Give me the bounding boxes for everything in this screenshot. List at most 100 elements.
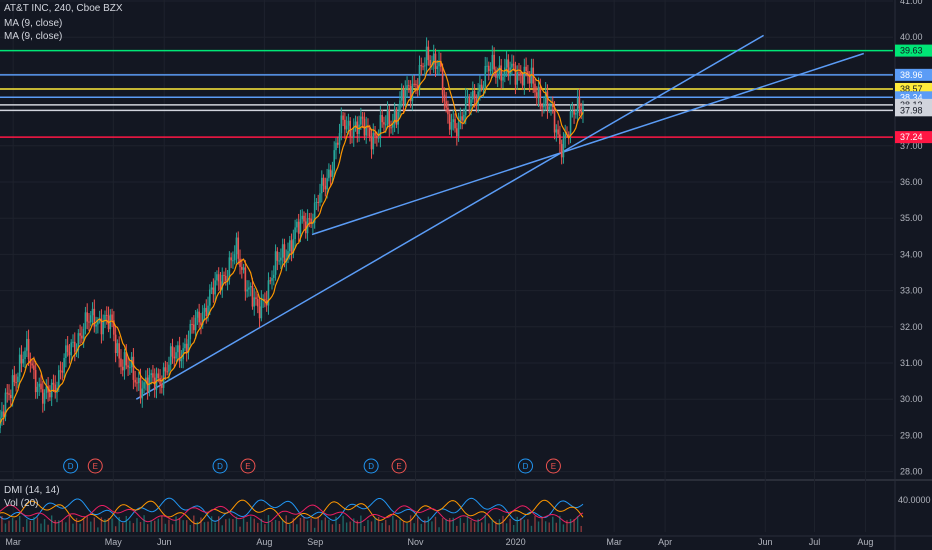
candle-body xyxy=(416,85,419,90)
volume-bar xyxy=(417,517,419,532)
candle-body xyxy=(541,106,543,108)
volume-bar xyxy=(207,521,209,532)
dmi-legend[interactable]: DMI (14, 14) xyxy=(4,485,60,496)
candle-body xyxy=(249,286,252,288)
volume-bar xyxy=(527,519,529,532)
candle-body xyxy=(448,114,451,130)
volume-bar xyxy=(313,527,316,532)
candle-body xyxy=(134,379,136,383)
candle-body xyxy=(191,324,193,326)
candle-body xyxy=(376,135,378,139)
candle-body xyxy=(271,277,273,281)
volume-bar xyxy=(310,518,312,532)
vol-legend[interactable]: Vol (20) xyxy=(4,498,38,509)
candle-body xyxy=(77,333,80,351)
candle-body xyxy=(184,343,186,349)
chart-title[interactable]: AT&T INC, 240, Cboe BZX xyxy=(4,3,123,14)
candle-body xyxy=(159,378,161,385)
candle-body xyxy=(441,66,444,95)
candle-body xyxy=(93,308,96,327)
candle-body xyxy=(365,126,367,136)
price-level-label: 37.24 xyxy=(900,132,923,142)
volume-bar xyxy=(530,525,533,532)
candle-body xyxy=(57,370,60,388)
trendlines[interactable] xyxy=(135,34,865,400)
volume-bar xyxy=(317,516,319,532)
volume-bar xyxy=(502,515,504,532)
candle-body xyxy=(89,315,92,323)
volume-bar xyxy=(477,518,479,532)
volume-bar xyxy=(445,519,447,532)
candle-body xyxy=(267,280,270,306)
candle-body xyxy=(210,287,213,290)
candle-body xyxy=(290,240,293,254)
volume-bar xyxy=(104,519,106,532)
candle-body xyxy=(315,201,318,203)
candle-body xyxy=(521,75,524,86)
volume-bar xyxy=(363,526,366,532)
volume-bar xyxy=(353,518,355,532)
candle-body xyxy=(129,367,131,369)
candle-body xyxy=(546,91,549,110)
candle-body xyxy=(79,333,81,336)
candle-body xyxy=(228,257,231,280)
volume-bar xyxy=(335,516,337,532)
volume-bar xyxy=(90,521,92,532)
volume-bar xyxy=(239,526,241,532)
candle-body xyxy=(349,120,351,137)
candle-body xyxy=(180,359,183,362)
volume-bar xyxy=(392,515,394,532)
candle-body xyxy=(512,63,515,66)
volume-bar xyxy=(576,516,579,532)
volume-bar xyxy=(552,516,554,532)
candle-body xyxy=(422,66,424,68)
volume-bar xyxy=(175,516,177,532)
event-marker-letter: D xyxy=(368,462,374,471)
volume-bar xyxy=(8,520,10,532)
candle-body xyxy=(395,110,398,125)
volume-bar xyxy=(1,516,3,532)
volume-bar xyxy=(214,522,216,532)
dmi-minus-line xyxy=(0,499,584,525)
ma-legend-2[interactable]: MA (9, close) xyxy=(4,31,62,42)
candle-body xyxy=(120,358,122,367)
volume-bar xyxy=(491,519,494,532)
candle-body xyxy=(511,63,513,68)
candle-body xyxy=(498,65,501,76)
volume-bar xyxy=(154,520,156,532)
volume-bar xyxy=(456,525,458,532)
volume-bar xyxy=(203,522,206,532)
volume-bar xyxy=(100,517,103,532)
candle-body xyxy=(63,357,65,373)
candle-body xyxy=(187,339,190,353)
volume-bar xyxy=(264,524,266,532)
x-tick-label: Jun xyxy=(157,537,172,547)
volume-bar xyxy=(285,515,287,532)
candle-body xyxy=(294,227,296,240)
ma-legend-1[interactable]: MA (9, close) xyxy=(4,18,62,29)
candle-body xyxy=(384,124,387,126)
candle-body xyxy=(72,341,74,343)
candle-body xyxy=(212,287,215,295)
candle-body xyxy=(127,365,129,368)
candle-body xyxy=(49,392,51,398)
candle-body xyxy=(576,97,579,114)
volume-bar xyxy=(228,518,231,532)
candle-body xyxy=(553,107,556,133)
candle-body xyxy=(280,257,282,261)
candle-body xyxy=(457,121,460,137)
candle-body xyxy=(379,115,382,138)
volume-bar xyxy=(452,517,454,532)
event-marker-letter: E xyxy=(245,462,250,471)
price-level-tag xyxy=(895,131,932,144)
volume-bar xyxy=(58,520,60,532)
candle-series xyxy=(0,37,584,434)
candle-body xyxy=(548,106,551,110)
candle-body xyxy=(324,185,327,190)
candle-body xyxy=(141,388,144,399)
candle-body xyxy=(466,97,469,99)
candle-body xyxy=(370,136,373,150)
